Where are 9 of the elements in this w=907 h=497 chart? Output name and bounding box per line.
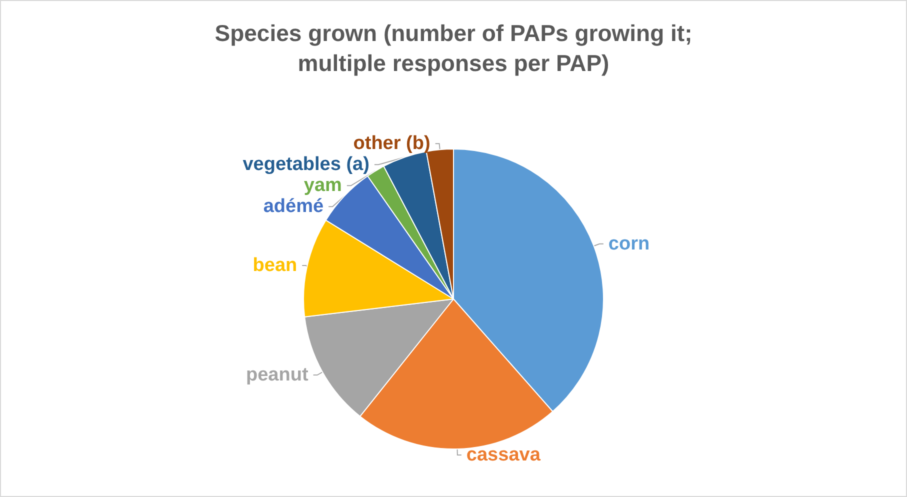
slice-label: corn bbox=[608, 233, 650, 254]
chart-title: Species grown (number of PAPs growing it; multiple responses per PAP) bbox=[214, 20, 692, 76]
slice-label: peanut bbox=[246, 364, 309, 386]
slice-label: yam bbox=[304, 175, 342, 196]
slice-label: other (b) bbox=[353, 133, 430, 154]
slice-label: adémé bbox=[263, 196, 324, 218]
slice-label: cassava bbox=[466, 444, 541, 466]
slice-label: bean bbox=[252, 254, 298, 276]
slice-label: vegetables (a) bbox=[242, 154, 370, 176]
